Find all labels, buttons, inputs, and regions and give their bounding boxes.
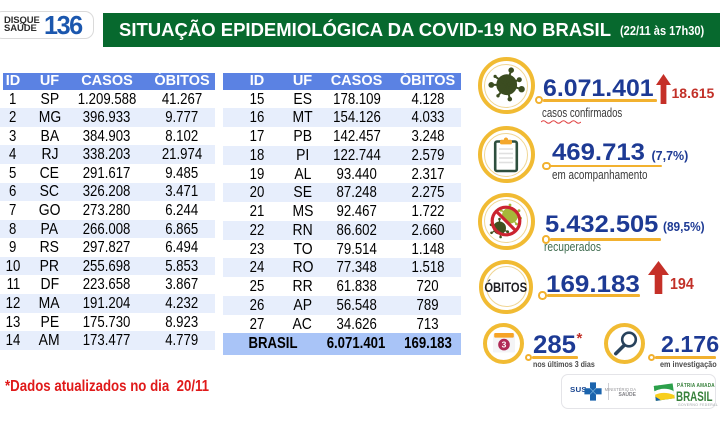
- svg-text:3: 3: [501, 339, 506, 349]
